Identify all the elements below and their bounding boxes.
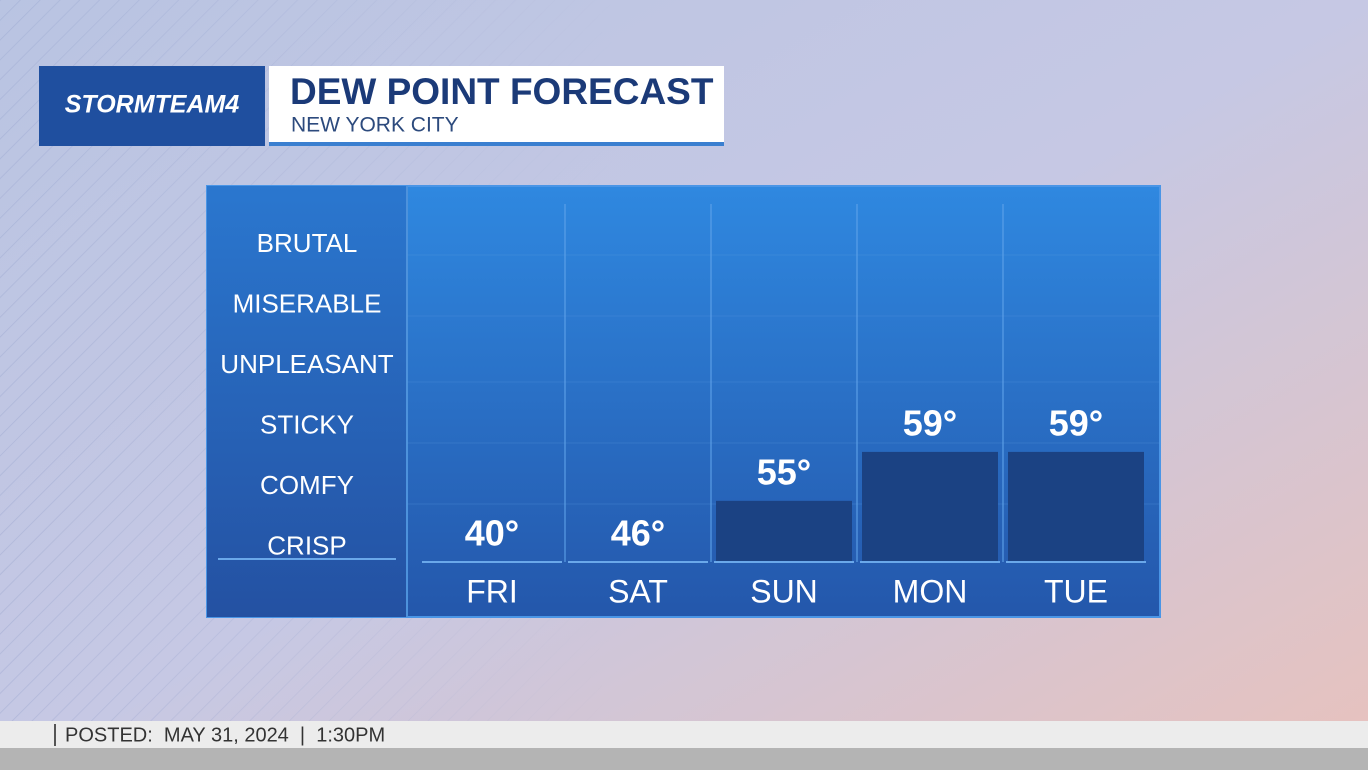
level-label: STICKY [260,409,354,439]
level-label: COMFY [260,470,354,500]
posted-time: POSTED: MAY 31, 2024 | 1:30PM [65,724,385,746]
x-tick-label: MON [893,573,968,609]
bar [716,500,852,562]
title-underline [269,142,724,146]
footer-strip [0,748,1368,770]
bar [1008,451,1144,562]
bar [862,451,998,562]
x-tick-label: SUN [750,573,818,609]
chart-title: DEW POINT FORECAST [290,71,714,112]
title-box [269,66,724,146]
level-column [207,186,407,617]
level-label: BRUTAL [257,228,358,258]
x-tick-label: TUE [1044,573,1108,609]
value-label: 40° [465,513,519,554]
value-label: 59° [903,402,957,443]
x-tick-label: FRI [466,573,518,609]
value-label: 55° [757,451,811,492]
level-label: UNPLEASANT [220,349,393,379]
footer-marker [54,724,56,746]
level-label: MISERABLE [233,288,382,318]
x-tick-label: SAT [608,573,668,609]
plot-area [716,451,1144,562]
logo-box [39,66,265,146]
footer-bar [0,721,1368,748]
value-label: 59° [1049,402,1103,443]
value-label: 46° [611,513,665,554]
brand: STORMTEAM4 [65,91,240,119]
level-label: CRISP [267,530,346,560]
chart-subtitle: NEW YORK CITY [291,114,459,137]
